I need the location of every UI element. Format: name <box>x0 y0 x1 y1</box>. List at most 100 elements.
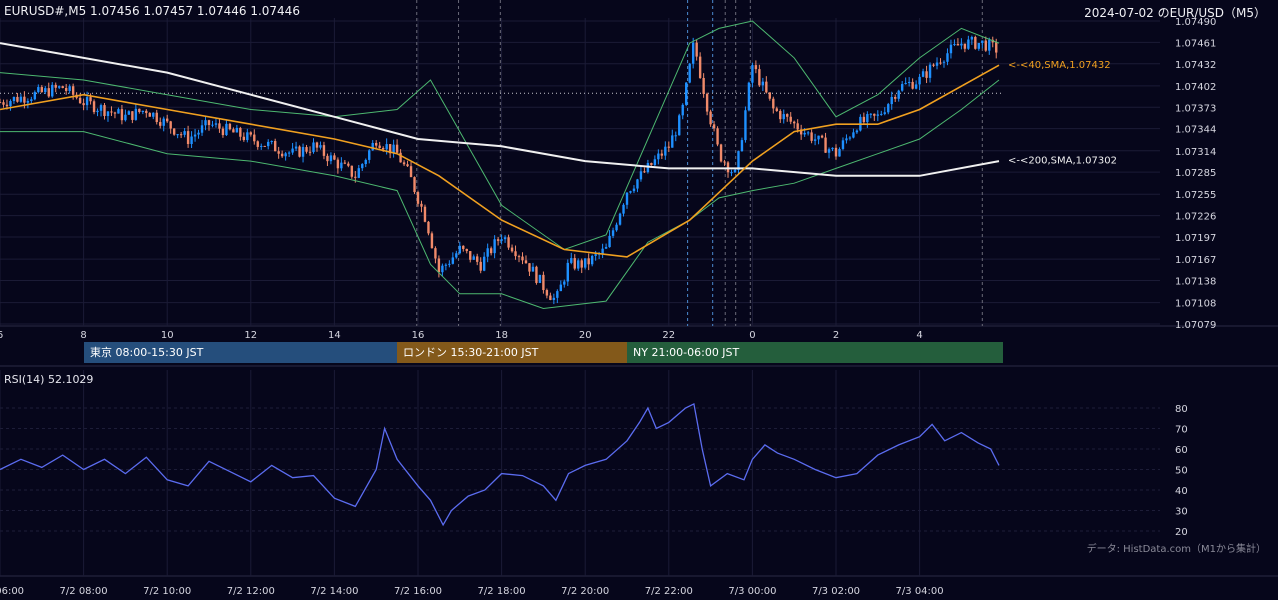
candle <box>294 146 298 149</box>
candle <box>813 139 817 141</box>
candle <box>110 111 113 113</box>
candle <box>824 137 827 153</box>
price-tick-label: 1.07167 <box>1175 255 1216 266</box>
candle <box>120 109 124 121</box>
candle <box>984 40 987 51</box>
price-tick-label: 1.07255 <box>1175 190 1216 201</box>
candle <box>733 169 737 173</box>
candle <box>96 110 99 113</box>
candle <box>138 108 141 113</box>
candle <box>375 142 378 146</box>
hour-tick-label: 0 <box>749 330 755 341</box>
candle <box>852 132 855 138</box>
candle <box>890 97 893 105</box>
candle <box>510 247 514 252</box>
candle <box>204 120 207 126</box>
hour-tick-label: 12 <box>244 330 257 341</box>
candle <box>615 224 618 231</box>
candle <box>103 105 106 117</box>
candle <box>364 159 367 165</box>
candle <box>148 113 151 117</box>
time-tick-label: 7/3 02:00 <box>812 586 860 597</box>
rsi-tick-label: 20 <box>1175 527 1188 538</box>
candle <box>388 144 392 154</box>
candle <box>855 130 859 133</box>
candle <box>207 120 211 126</box>
candle <box>211 124 214 126</box>
candle <box>625 192 629 205</box>
candle <box>629 191 632 193</box>
rsi-tick-label: 30 <box>1175 507 1188 518</box>
candle <box>639 171 643 180</box>
candle <box>399 152 402 163</box>
hour-tick-label: 10 <box>161 330 174 341</box>
time-tick-label: 7/2 20:00 <box>561 586 609 597</box>
candle <box>674 135 677 137</box>
candle <box>799 129 803 135</box>
candle <box>455 253 458 258</box>
candle <box>179 134 183 136</box>
candle <box>68 86 71 91</box>
candle <box>503 237 507 240</box>
price-tick-label: 1.07138 <box>1175 277 1216 288</box>
candle <box>963 43 967 49</box>
candle <box>887 104 890 113</box>
candle <box>301 147 305 157</box>
candle <box>361 164 364 169</box>
price-tick-label: 1.07402 <box>1175 82 1216 93</box>
candle <box>580 260 583 268</box>
candle <box>695 42 698 57</box>
candle <box>298 146 301 157</box>
candle <box>200 125 204 133</box>
candle <box>462 245 465 249</box>
candle <box>577 260 580 269</box>
candle <box>260 145 263 147</box>
price-tick-label: 1.07432 <box>1175 60 1216 71</box>
price-tick-label: 1.07461 <box>1175 38 1216 49</box>
candle <box>381 147 385 150</box>
candle <box>691 42 695 64</box>
bollinger-upper-line <box>0 20 1000 251</box>
candle <box>528 263 531 272</box>
rsi-tick-label: 40 <box>1175 486 1188 497</box>
candle <box>737 151 740 170</box>
candle <box>23 96 26 103</box>
candle <box>413 177 416 193</box>
candle <box>820 135 824 138</box>
candle <box>650 163 653 165</box>
candle <box>85 97 89 106</box>
candle <box>977 42 981 49</box>
candle <box>949 44 953 54</box>
candle <box>37 87 40 93</box>
candle <box>458 245 461 254</box>
candle <box>921 71 925 77</box>
candle <box>434 248 437 259</box>
candle <box>590 255 594 265</box>
hour-tick-label: 14 <box>328 330 341 341</box>
candle <box>333 155 336 160</box>
candle <box>427 221 430 234</box>
candle <box>806 132 810 134</box>
rsi-line <box>0 402 1000 527</box>
candle <box>531 266 535 272</box>
candle <box>33 92 37 100</box>
candle <box>277 151 280 154</box>
price-tick-label: 1.07314 <box>1175 147 1216 158</box>
candle <box>30 99 33 101</box>
session-tokyo: 東京 08:00-15:30 JST <box>84 342 397 363</box>
candle <box>117 109 120 114</box>
candle <box>988 39 991 51</box>
candle <box>782 114 785 120</box>
candle <box>190 136 193 144</box>
candle <box>761 81 765 86</box>
candle <box>657 153 660 160</box>
candle <box>559 284 563 292</box>
candle <box>263 145 266 147</box>
candle <box>765 81 768 93</box>
candle <box>420 203 423 207</box>
candle <box>444 264 448 266</box>
candle <box>900 84 904 91</box>
candle <box>416 192 420 204</box>
candle <box>496 239 500 241</box>
